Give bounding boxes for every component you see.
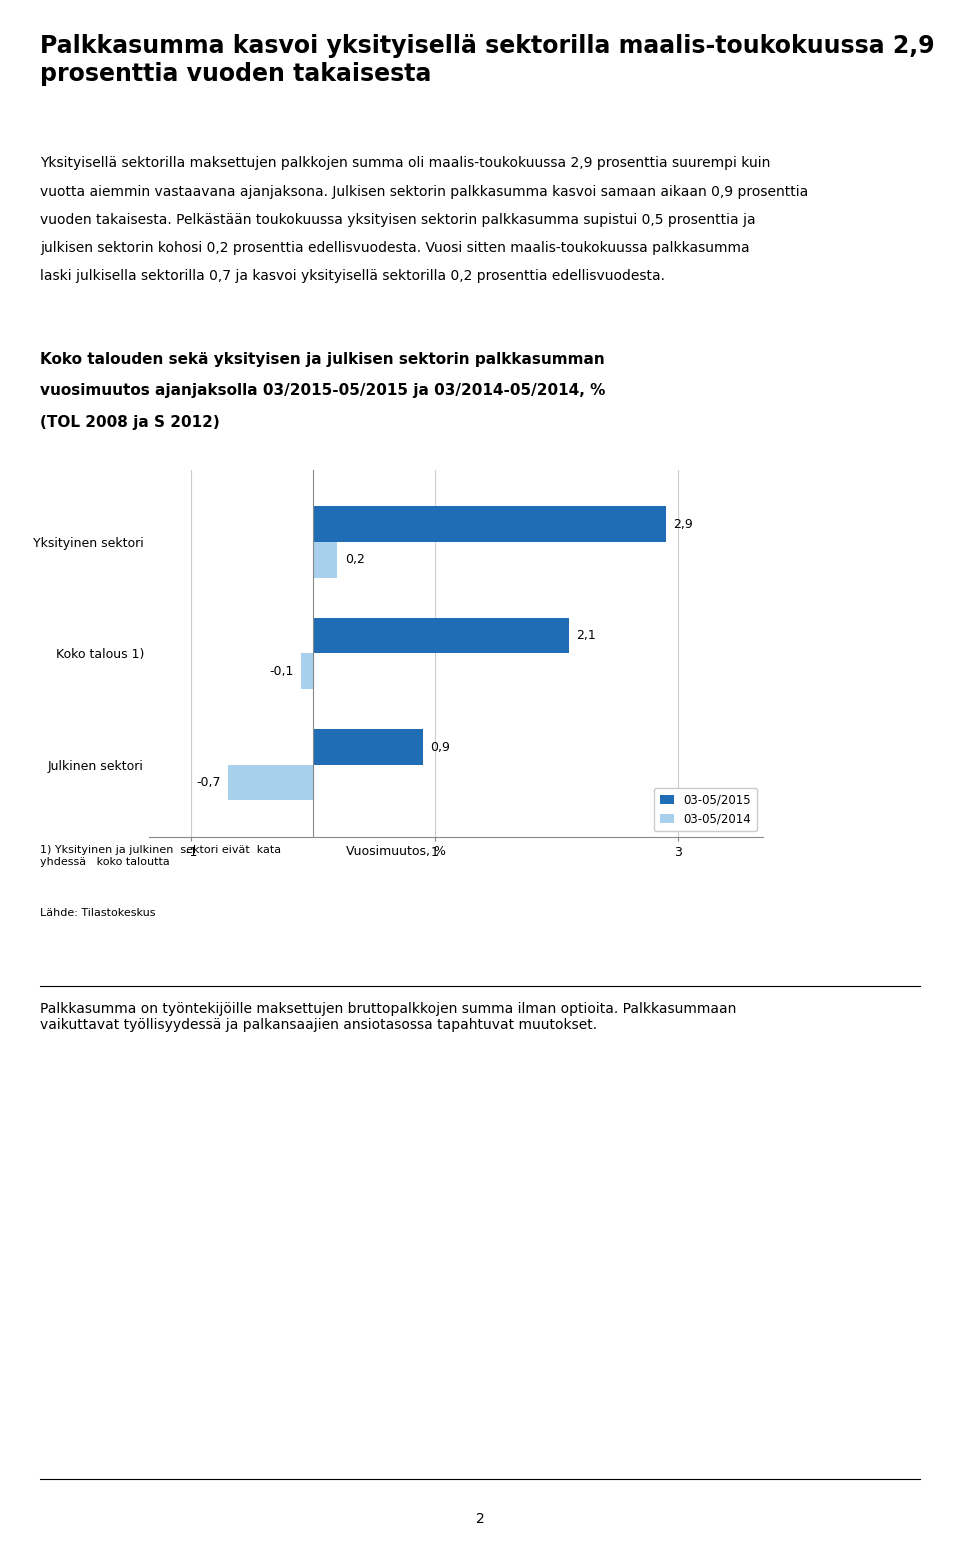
Text: Vuosimuutos, %: Vuosimuutos, % (346, 845, 445, 858)
Text: -0,1: -0,1 (269, 665, 294, 678)
Text: vuosimuutos ajanjaksolla 03/2015-05/2015 ja 03/2014-05/2014, %: vuosimuutos ajanjaksolla 03/2015-05/2015… (40, 383, 606, 399)
Bar (228, 765, 313, 800)
Text: 1) Yksityinen ja julkinen  sektori eivät  kata
yhdessä   koko taloutta: 1) Yksityinen ja julkinen sektori eivät … (40, 845, 281, 867)
Text: Lähde: Tilastokeskus: Lähde: Tilastokeskus (40, 908, 156, 917)
Text: Palkkasumma kasvoi yksityisellä sektorilla maalis-toukokuussa 2,9 prosenttia vuo: Palkkasumma kasvoi yksityisellä sektoril… (40, 34, 935, 86)
Text: vuoden takaisesta. Pelkästään toukokuussa yksityisen sektorin palkkasumma supist: vuoden takaisesta. Pelkästään toukokuuss… (40, 213, 756, 227)
Bar (313, 729, 422, 765)
Bar (313, 618, 568, 654)
Legend: 03-05/2015, 03-05/2014: 03-05/2015, 03-05/2014 (654, 787, 757, 831)
Text: julkisen sektorin kohosi 0,2 prosenttia edellisvuodesta. Vuosi sitten maalis-tou: julkisen sektorin kohosi 0,2 prosenttia … (40, 241, 750, 255)
Text: 2: 2 (475, 1512, 485, 1526)
Text: laski julkisella sektorilla 0,7 ja kasvoi yksityisellä sektorilla 0,2 prosenttia: laski julkisella sektorilla 0,7 ja kasvo… (40, 269, 665, 283)
Text: 0,2: 0,2 (345, 554, 365, 567)
Bar (313, 541, 337, 577)
Text: Koko talouden sekä yksityisen ja julkisen sektorin palkkasumman: Koko talouden sekä yksityisen ja julkise… (40, 352, 605, 368)
Bar (300, 654, 313, 689)
Text: vuotta aiemmin vastaavana ajanjaksona. Julkisen sektorin palkkasumma kasvoi sama: vuotta aiemmin vastaavana ajanjaksona. J… (40, 185, 808, 199)
Bar (313, 505, 666, 541)
Text: 2,9: 2,9 (673, 518, 693, 531)
Text: 2,1: 2,1 (576, 629, 595, 642)
Text: (TOL 2008 ja S 2012): (TOL 2008 ja S 2012) (40, 415, 220, 430)
Text: Yksityisellä sektorilla maksettujen palkkojen summa oli maalis-toukokuussa 2,9 p: Yksityisellä sektorilla maksettujen palk… (40, 156, 771, 171)
Text: -0,7: -0,7 (196, 776, 221, 789)
Text: Palkkasumma on työntekijöille maksettujen bruttopalkkojen summa ilman optioita. : Palkkasumma on työntekijöille maksettuje… (40, 1002, 736, 1031)
Text: 0,9: 0,9 (430, 740, 449, 753)
